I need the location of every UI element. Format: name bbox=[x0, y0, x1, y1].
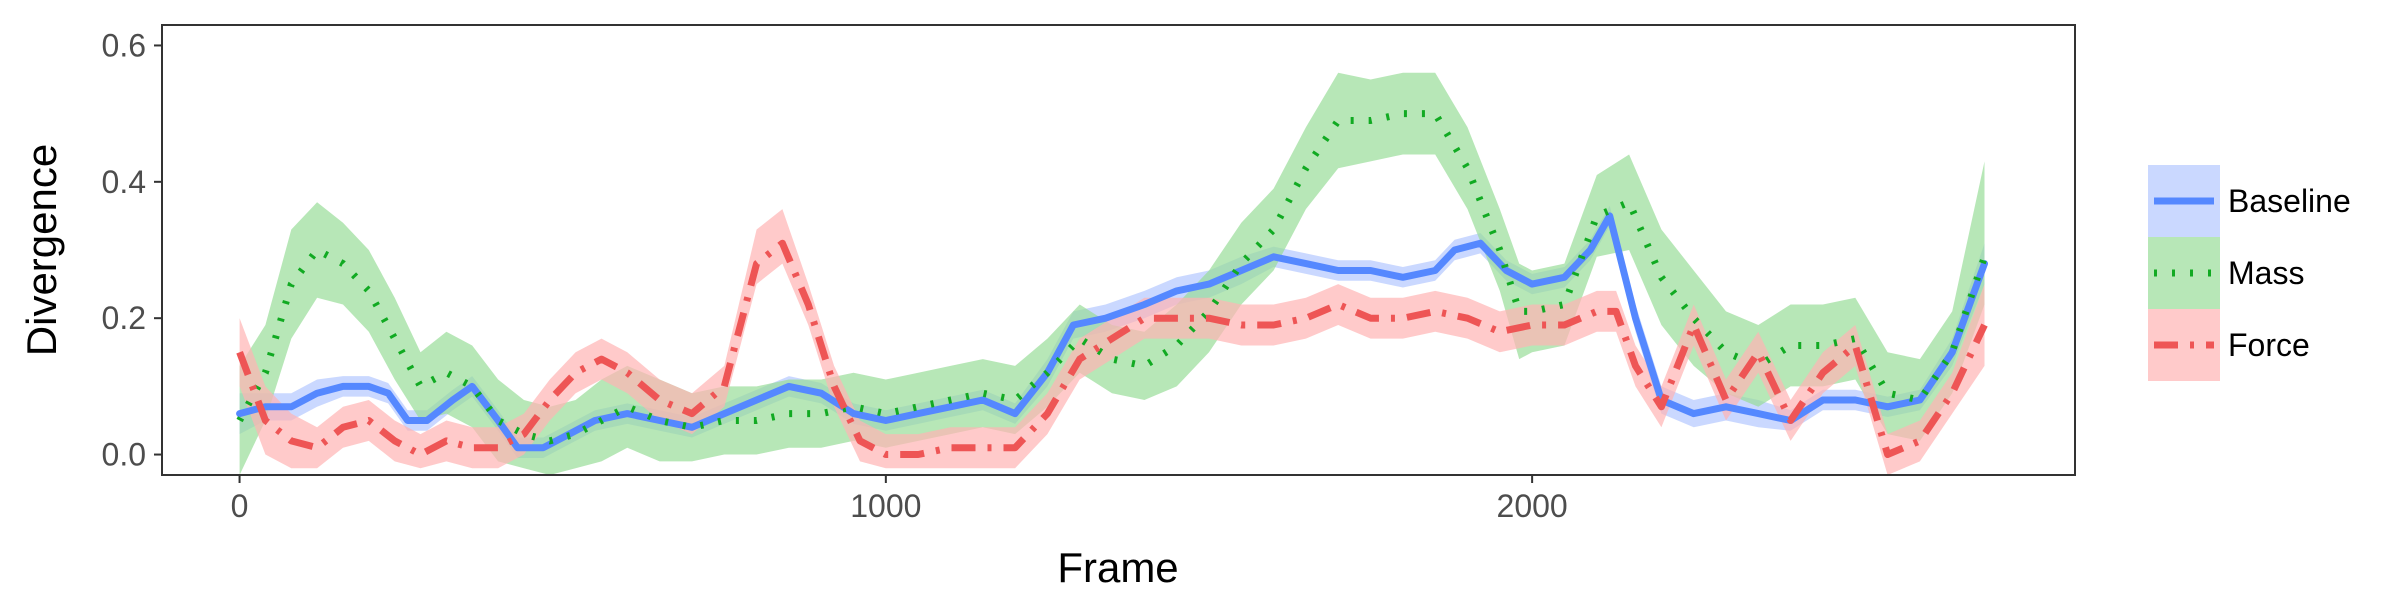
legend-item-force: Force bbox=[2148, 309, 2310, 381]
series-lines bbox=[236, 110, 1988, 458]
legend-label: Baseline bbox=[2228, 183, 2351, 219]
y-axis-title: Divergence bbox=[18, 144, 65, 356]
plot-panel-border bbox=[161, 24, 2076, 476]
mass-series-line bbox=[236, 110, 1988, 445]
x-tick-label: 2000 bbox=[1497, 488, 1568, 524]
legend-label: Mass bbox=[2228, 255, 2304, 291]
y-tick-label: 0.6 bbox=[102, 27, 146, 63]
force-series-line bbox=[236, 239, 1988, 458]
x-axis-title: Frame bbox=[1057, 544, 1178, 591]
y-tick-label: 0.2 bbox=[102, 300, 146, 336]
y-tick-label: 0.0 bbox=[102, 437, 146, 473]
y-tick-label: 0.4 bbox=[102, 164, 146, 200]
y-axis: 0.0 0.2 0.4 0.6 bbox=[102, 27, 162, 473]
x-tick-label: 1000 bbox=[850, 488, 921, 524]
baseline-confidence-band bbox=[239, 205, 1985, 458]
legend-label: Force bbox=[2228, 327, 2310, 363]
legend: Baseline Mass Force bbox=[2148, 165, 2351, 381]
x-axis: 0 1000 2000 bbox=[231, 475, 1568, 524]
x-tick-label: 0 bbox=[231, 488, 249, 524]
legend-item-mass: Mass bbox=[2148, 237, 2304, 309]
legend-item-baseline: Baseline bbox=[2148, 165, 2351, 237]
